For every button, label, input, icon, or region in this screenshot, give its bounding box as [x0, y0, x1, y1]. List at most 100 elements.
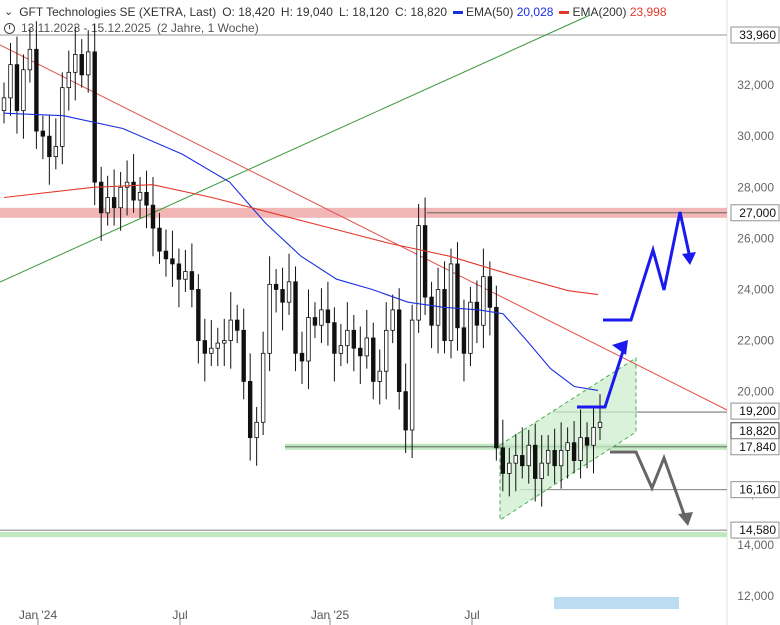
candle-body	[442, 289, 447, 341]
candle-body	[92, 51, 97, 183]
candle-body	[584, 437, 590, 446]
candle-body	[571, 442, 577, 462]
candle-body	[273, 283, 279, 290]
candle-body	[319, 309, 324, 326]
y-tick-label: 22,000	[737, 334, 774, 348]
ohlc-high: H: 19,040	[280, 5, 333, 19]
candle-body	[137, 191, 143, 201]
resistance-zone-27000	[0, 207, 727, 218]
candle-body	[507, 462, 512, 474]
period-range: 13.11.2023 - 15.12.2025	[21, 21, 151, 35]
ema200-line	[3, 184, 599, 296]
ema200-legend[interactable]: EMA(200) 23,998	[559, 4, 667, 20]
candle-body	[396, 309, 402, 393]
y-tick-label: 30,000	[737, 129, 774, 143]
candle-body	[409, 319, 415, 431]
candle-body	[47, 135, 52, 158]
collapse-chevron-icon[interactable]: ⌄	[4, 6, 14, 18]
x-tick-label: Jul	[172, 608, 187, 622]
candle-body	[384, 329, 389, 372]
ohlc-open: O: 18,420	[222, 5, 275, 19]
candle-body	[338, 345, 344, 354]
price-label-14580: 14,580	[739, 523, 776, 537]
green-trendline	[0, 14, 591, 283]
candle-body	[254, 421, 259, 439]
candle-body	[86, 51, 91, 76]
interval-label: (2 Jahre, 1 Woche)	[156, 21, 259, 35]
candle-body	[306, 317, 311, 362]
candle-body	[312, 317, 318, 326]
candle-body	[526, 444, 531, 467]
candle-body	[60, 87, 65, 147]
candle-body	[66, 71, 71, 89]
candle-body	[494, 306, 499, 449]
price-label-33960-box	[730, 26, 780, 44]
candle-body	[545, 449, 551, 464]
candle-body	[565, 442, 570, 451]
candle-body	[416, 225, 421, 321]
candle-body	[202, 340, 208, 354]
candle-body	[487, 276, 493, 308]
candle-body	[377, 370, 382, 382]
candle-body	[53, 145, 59, 158]
y-tick-label: 26,000	[737, 231, 774, 245]
candle-body	[98, 181, 104, 214]
candle-body	[435, 289, 441, 326]
price-label-27000-box	[730, 204, 780, 222]
x-tick-label: Jan '25	[311, 608, 350, 622]
bearish-arrowhead	[678, 512, 693, 526]
candle-body	[196, 289, 201, 341]
candle-body	[215, 342, 220, 349]
candle-body	[448, 263, 454, 341]
candle-body	[27, 48, 33, 71]
candle-body	[390, 309, 395, 331]
candle-body	[247, 381, 253, 439]
candle-body	[345, 329, 350, 347]
candle-body	[8, 64, 13, 99]
support-zone-14580	[0, 532, 727, 538]
candle-body	[209, 347, 214, 354]
candle-body	[481, 276, 486, 326]
y-tick-label: 24,000	[737, 282, 774, 296]
candle-body	[163, 250, 169, 260]
y-tick-label: 14,000	[737, 538, 774, 552]
candle-body	[105, 197, 110, 214]
candle-body	[429, 296, 434, 326]
candle-body	[228, 319, 233, 341]
candle-body	[468, 301, 473, 354]
ema50-line	[3, 112, 599, 391]
ohlc-low: L: 18,120	[338, 5, 389, 19]
y-tick-label: 32,000	[737, 78, 774, 92]
candle-body	[73, 54, 78, 73]
candle-body	[260, 352, 266, 423]
ema50-legend[interactable]: EMA(50) 20,028	[453, 4, 553, 20]
candle-body	[293, 281, 298, 354]
candle-body	[280, 289, 285, 303]
candle-body	[371, 337, 376, 382]
ohlc-close: C: 18,820	[395, 5, 448, 19]
candle-body	[79, 54, 84, 76]
candle-body	[539, 462, 544, 479]
candle-body	[34, 48, 39, 132]
candle-body	[520, 455, 525, 467]
candle-body	[189, 271, 195, 290]
bullish-projection-long	[603, 211, 692, 322]
candle-body	[14, 64, 20, 112]
candle-body	[21, 69, 26, 112]
candle-body	[1, 97, 7, 112]
price-label-19200-box	[730, 402, 780, 420]
candle-body	[422, 225, 428, 298]
y-tick-label: 20,000	[737, 385, 774, 399]
candle-body	[111, 197, 117, 209]
candle-body	[500, 447, 506, 474]
time-navigator[interactable]	[554, 597, 679, 609]
price-label-17840-box	[730, 438, 780, 456]
candle-body	[183, 271, 188, 280]
price-label-18820: 18,820	[739, 424, 776, 438]
candle-body	[222, 340, 227, 344]
candle-body	[552, 449, 557, 467]
y-tick-label: 12,000	[737, 589, 774, 603]
candle-body	[403, 391, 408, 431]
bullish-arrowhead-long	[682, 252, 696, 265]
